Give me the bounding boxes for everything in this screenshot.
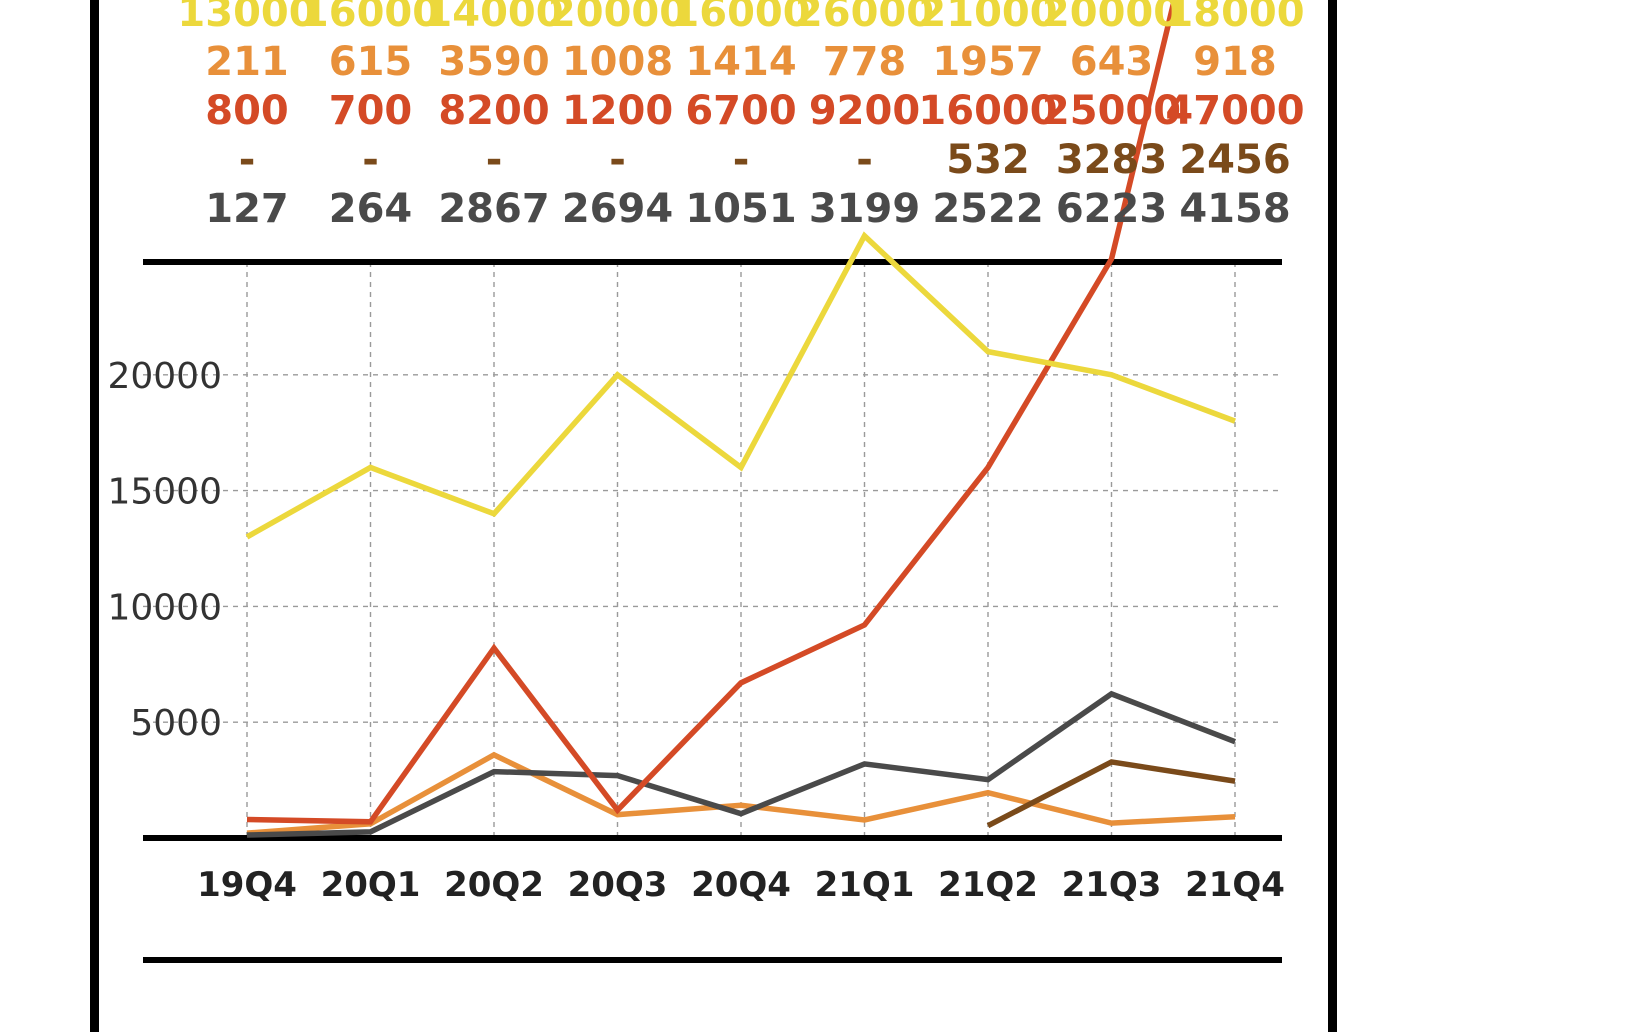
table-value: - xyxy=(239,137,256,183)
table-value: 20000 xyxy=(548,0,687,36)
table-value: 3590 xyxy=(438,39,549,85)
series-line xyxy=(246,690,1236,838)
table-value: 211 xyxy=(205,39,289,85)
table-value: 700 xyxy=(329,88,413,134)
table-value: 1200 xyxy=(562,88,673,134)
table-value: - xyxy=(609,137,626,183)
table-value: 20000 xyxy=(1042,0,1181,36)
table-value: 26000 xyxy=(795,0,934,36)
series-line xyxy=(245,231,1236,540)
left-border xyxy=(90,0,99,1032)
table-value: 13000 xyxy=(177,0,316,36)
table-value: 2522 xyxy=(932,186,1043,232)
x-tick-label: 21Q3 xyxy=(1062,865,1162,905)
x-tick-label: 20Q4 xyxy=(691,865,791,905)
series-line xyxy=(246,0,1178,825)
table-value: 1008 xyxy=(562,39,673,85)
table-value: 16000 xyxy=(301,0,440,36)
table-value: - xyxy=(733,137,750,183)
table-value: 16000 xyxy=(671,0,810,36)
table-value: 3199 xyxy=(809,186,920,232)
table-value: 532 xyxy=(946,137,1030,183)
table-value: 918 xyxy=(1193,39,1277,85)
table-value: 2694 xyxy=(562,186,673,232)
table-value: 16000 xyxy=(918,88,1057,134)
table-value: 1051 xyxy=(685,186,796,232)
table-value: 800 xyxy=(205,88,289,134)
x-tick-label: 21Q4 xyxy=(1185,865,1285,905)
series-line xyxy=(986,759,1236,829)
x-tick-label: 21Q2 xyxy=(938,865,1038,905)
right-border xyxy=(1328,0,1337,1032)
table-value: 3283 xyxy=(1056,137,1167,183)
table-value: 264 xyxy=(329,186,413,232)
series-lines xyxy=(245,0,1236,838)
table-value: - xyxy=(362,137,379,183)
x-tick-label: 20Q1 xyxy=(321,865,421,905)
table-value: 1957 xyxy=(932,39,1043,85)
y-tick-label: 20000 xyxy=(107,356,222,397)
y-tick-label: 15000 xyxy=(107,472,222,513)
grid xyxy=(143,262,1282,838)
table-value: 2456 xyxy=(1179,137,1290,183)
table-value: - xyxy=(486,137,503,183)
table-value: 21000 xyxy=(918,0,1057,36)
table-value: - xyxy=(856,137,873,183)
x-tick-label: 20Q3 xyxy=(568,865,668,905)
table-value: 8200 xyxy=(438,88,549,134)
x-tick-label: 20Q2 xyxy=(444,865,544,905)
x-tick-label: 21Q1 xyxy=(815,865,915,905)
series-line xyxy=(246,751,1236,836)
axes: 5000 10000 15000 20000 19Q4 20Q1 20Q2 20Q3 20Q4 2… xyxy=(107,259,1285,963)
table-value: 6223 xyxy=(1056,186,1167,232)
table-value: 615 xyxy=(329,39,413,85)
table-value: 25000 xyxy=(1042,88,1181,134)
table-value: 14000 xyxy=(424,0,563,36)
table-value: 9200 xyxy=(809,88,920,134)
table-value: 6700 xyxy=(685,88,796,134)
table-value: 47000 xyxy=(1165,88,1304,134)
y-tick-label: 10000 xyxy=(107,587,222,628)
x-tick-label: 19Q4 xyxy=(197,865,297,905)
y-tick-label: 5000 xyxy=(130,703,222,744)
table-value: 643 xyxy=(1070,39,1154,85)
table-value: 18000 xyxy=(1165,0,1304,36)
table-value: 1414 xyxy=(685,39,796,85)
value-table: 1300016000140002000016000260002100020000… xyxy=(177,0,1304,232)
table-value: 778 xyxy=(823,39,907,85)
table-value: 2867 xyxy=(438,186,549,232)
table-value: 127 xyxy=(205,186,289,232)
table-value: 4158 xyxy=(1179,186,1290,232)
